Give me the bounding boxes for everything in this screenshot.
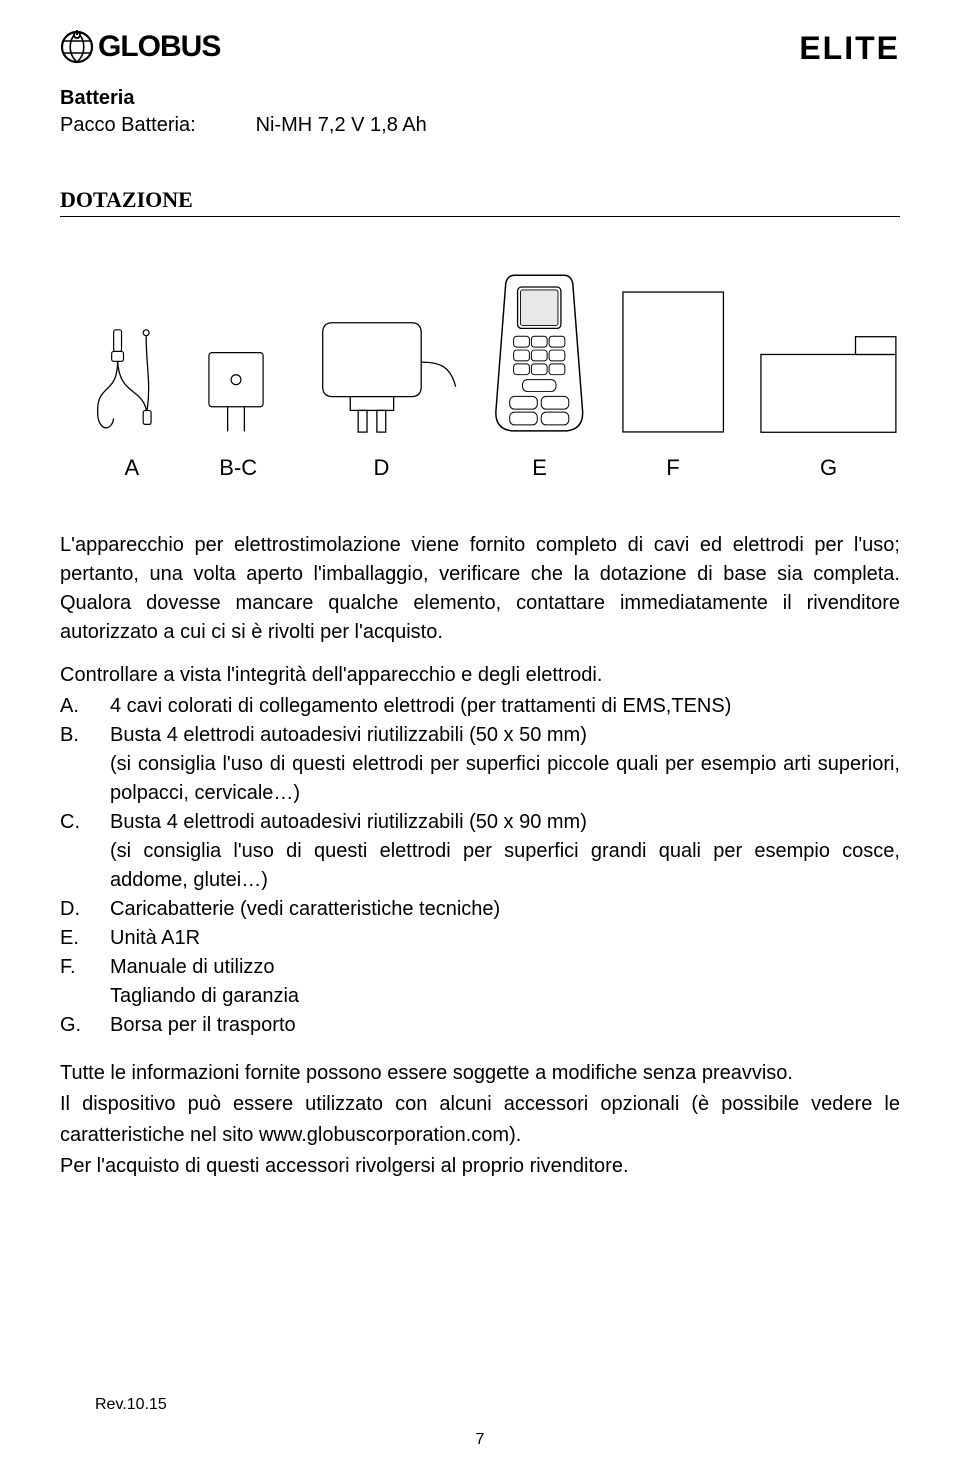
list-item: C.Busta 4 elettrodi autoadesivi riutiliz… xyxy=(60,808,900,895)
figure-e-device-icon xyxy=(490,272,589,437)
figure-bc-electrode-icon xyxy=(204,347,273,437)
list-content: Caricabatterie (vedi caratteristiche tec… xyxy=(110,895,900,924)
figure-a-cable-icon xyxy=(90,327,174,437)
footer-p2: Il dispositivo può essere utilizzato con… xyxy=(60,1089,900,1151)
figure-row xyxy=(60,267,900,437)
list-item: B.Busta 4 elettrodi autoadesivi riutiliz… xyxy=(60,721,900,808)
list-marker: C. xyxy=(60,808,110,895)
label-d: D xyxy=(303,455,461,481)
list-content: 4 cavi colorati di collegamento elettrod… xyxy=(110,692,900,721)
list-marker: G. xyxy=(60,1011,110,1040)
brand-left: GLOBUS xyxy=(60,30,220,64)
battery-spec: Pacco Batteria: Ni-MH 7,2 V 1,8 Ah xyxy=(60,114,900,137)
intro-text: L'apparecchio per elettrostimolazione vi… xyxy=(60,531,900,647)
battery-title: Batteria xyxy=(60,87,900,110)
list-marker: E. xyxy=(60,924,110,953)
footer-p3: Per l'acquisto di questi accessori rivol… xyxy=(60,1151,900,1182)
list-marker: D. xyxy=(60,895,110,924)
item-list: A.4 cavi colorati di collegamento elettr… xyxy=(60,692,900,1040)
list-item: A.4 cavi colorati di collegamento elettr… xyxy=(60,692,900,721)
list-content: Busta 4 elettrodi autoadesivi riutilizza… xyxy=(110,721,900,808)
label-a: A xyxy=(90,455,174,481)
dotazione-heading: DOTAZIONE xyxy=(60,187,900,217)
brand-right-text: ELITE xyxy=(799,30,900,67)
intro-paragraph: L'apparecchio per elettrostimolazione vi… xyxy=(60,531,900,1040)
label-g: G xyxy=(757,455,900,481)
list-item: G. Borsa per il trasporto xyxy=(60,1011,900,1040)
list-marker: B. xyxy=(60,721,110,808)
footer-p1: Tutte le informazioni fornite possono es… xyxy=(60,1058,900,1089)
figure-g-bag-icon xyxy=(757,332,900,437)
list-item: E.Unità A1R xyxy=(60,924,900,953)
label-bc: B-C xyxy=(204,455,273,481)
label-e: E xyxy=(490,455,589,481)
list-marker: F. xyxy=(60,953,110,1011)
figure-f-manual-icon xyxy=(619,287,727,437)
revision-text: Rev.10.15 xyxy=(95,1396,167,1414)
figure-labels: A B-C D E F G xyxy=(60,455,900,481)
label-f: F xyxy=(619,455,727,481)
list-content: Unità A1R xyxy=(110,924,900,953)
battery-label: Pacco Batteria: xyxy=(60,114,250,137)
list-content: Manuale di utilizzo Tagliando di garanzi… xyxy=(110,953,900,1011)
page-header: GLOBUS ELITE xyxy=(60,30,900,67)
brand-left-text: GLOBUS xyxy=(98,30,220,64)
list-marker: A. xyxy=(60,692,110,721)
footer-block: Tutte le informazioni fornite possono es… xyxy=(60,1058,900,1182)
list-item: D.Caricabatterie (vedi caratteristiche t… xyxy=(60,895,900,924)
list-content: Borsa per il trasporto xyxy=(110,1011,900,1040)
figure-d-charger-icon xyxy=(303,307,461,437)
globe-icon xyxy=(60,30,94,64)
battery-value: Ni-MH 7,2 V 1,8 Ah xyxy=(256,114,427,136)
list-item: F.Manuale di utilizzo Tagliando di garan… xyxy=(60,953,900,1011)
check-text: Controllare a vista l'integrità dell'app… xyxy=(60,661,900,690)
list-content: Busta 4 elettrodi autoadesivi riutilizza… xyxy=(110,808,900,895)
page-number: 7 xyxy=(476,1431,485,1449)
